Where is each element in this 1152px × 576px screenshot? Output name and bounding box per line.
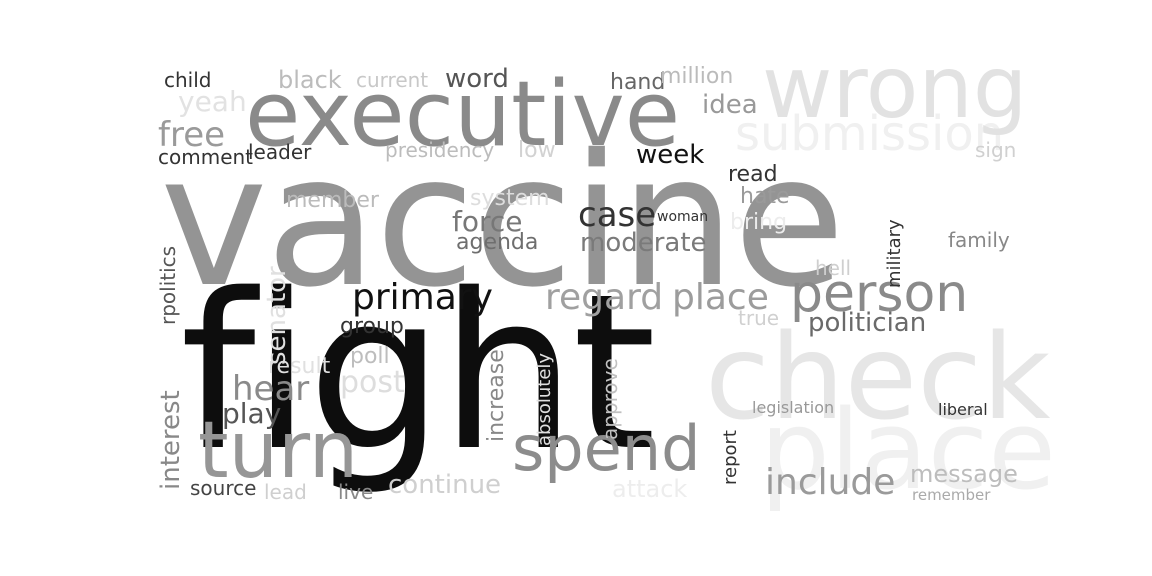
word-lead: lead xyxy=(264,480,307,504)
word-wrong: wrong xyxy=(762,38,1028,138)
word-result: result xyxy=(268,354,331,379)
word-bring: bring xyxy=(730,210,788,235)
word-hear: hear xyxy=(232,369,310,409)
word-moderate: moderate xyxy=(580,228,707,258)
word-liberal: liberal xyxy=(938,400,988,419)
word-place: place xyxy=(672,277,769,318)
word-play: play xyxy=(222,397,282,430)
word-true: true xyxy=(738,306,780,330)
word-force: force xyxy=(452,205,523,238)
word-turn: turn xyxy=(198,406,359,496)
word-live: live xyxy=(338,480,374,504)
word-free: free xyxy=(158,115,226,155)
word-check: check xyxy=(705,308,1051,446)
word-message: message xyxy=(910,460,1018,488)
word-fight: fight xyxy=(180,247,656,498)
word-continue: continue xyxy=(388,470,502,500)
word-military: military xyxy=(884,219,905,288)
word-senator: senator xyxy=(262,266,292,365)
word-case: case xyxy=(578,195,657,235)
word-yeah: yeah xyxy=(178,85,247,118)
word-increase: increase xyxy=(484,349,509,442)
word-report: report xyxy=(720,430,741,485)
word-remember: remember xyxy=(912,486,991,504)
word-hate: hate xyxy=(740,184,790,209)
word-hand: hand xyxy=(610,70,666,95)
word-low: low xyxy=(518,138,556,163)
word-absolutely: absolutely xyxy=(534,352,555,446)
word-read: read xyxy=(728,162,778,187)
word-regard: regard xyxy=(545,277,664,318)
word-million: million xyxy=(660,64,734,89)
word-source: source xyxy=(190,476,257,500)
word-vaccine: vaccine xyxy=(160,115,845,327)
word-include: include xyxy=(765,462,896,503)
word-child: child xyxy=(164,68,212,92)
word-post: post xyxy=(340,365,405,400)
word-idea: idea xyxy=(702,90,758,120)
word-comment: comment xyxy=(158,145,254,169)
word-interest: interest xyxy=(156,390,186,490)
word-week: week xyxy=(636,140,705,170)
word-place-big: place xyxy=(760,386,1056,514)
word-politician: politician xyxy=(808,308,927,338)
word-leader: leader xyxy=(248,140,312,164)
word-hell: hell xyxy=(815,256,852,280)
word-current: current xyxy=(356,68,429,92)
word-rpolitics: rpolitics xyxy=(156,245,180,325)
word-word: word xyxy=(445,64,509,94)
word-agenda: agenda xyxy=(456,230,539,255)
word-presidency: presidency xyxy=(385,138,495,162)
word-legislation: legislation xyxy=(752,398,835,417)
word-poll: poll xyxy=(350,344,390,369)
word-spend: spend xyxy=(512,412,701,485)
word-family: family xyxy=(948,228,1010,252)
word-member: member xyxy=(286,188,379,213)
word-submission: submission xyxy=(735,106,1005,162)
word-executive: executive xyxy=(245,62,681,167)
word-system: system xyxy=(470,186,550,211)
word-woman: woman xyxy=(657,209,709,225)
word-person: person xyxy=(790,264,969,324)
word-group: group xyxy=(340,314,404,339)
word-approve: approve xyxy=(598,358,622,440)
word-attack: attack xyxy=(612,475,688,503)
word-primary: primary xyxy=(352,277,493,318)
word-black: black xyxy=(278,66,342,94)
word-sign: sign xyxy=(975,138,1017,162)
